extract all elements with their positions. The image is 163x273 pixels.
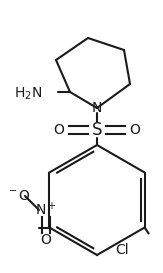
Text: O: O [54, 123, 64, 137]
Text: N$^+$: N$^+$ [35, 201, 57, 219]
Text: $\mathregular{H_2N}$: $\mathregular{H_2N}$ [14, 86, 42, 102]
Text: N: N [92, 101, 102, 115]
Text: O: O [41, 233, 52, 247]
Text: $^-$O: $^-$O [6, 189, 30, 203]
Text: Cl: Cl [115, 243, 129, 257]
Text: S: S [92, 121, 102, 139]
Text: O: O [130, 123, 141, 137]
